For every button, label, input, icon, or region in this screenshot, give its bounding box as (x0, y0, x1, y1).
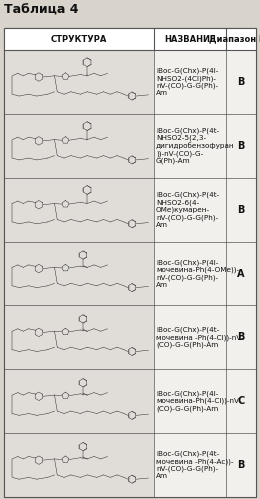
Text: Диапазон Ki*: Диапазон Ki* (209, 34, 260, 43)
Bar (4, 114, 256, 178)
Text: НАЗВАНИЕ: НАЗВАНИЕ (164, 34, 216, 43)
Text: СТРУКТУРА: СТРУКТУРА (51, 34, 107, 43)
Text: iBoc-G(Chx)-P(4t-
мочевина -Ph(4-Ac))-
nV-(CO)-G-G(Ph)-
Am: iBoc-G(Chx)-P(4t- мочевина -Ph(4-Ac))- n… (156, 451, 233, 480)
Text: C: C (237, 396, 244, 406)
Text: B: B (237, 141, 245, 151)
Bar (4, 369, 256, 433)
Bar (4, 28, 256, 50)
Bar (4, 369, 154, 433)
Text: iBoc-G(Chx)-P(4t-
мочевина -Ph(4-Cl))-nV-
(CO)-G-G(Ph)-Am: iBoc-G(Chx)-P(4t- мочевина -Ph(4-Cl))-nV… (156, 327, 243, 348)
Text: B: B (237, 77, 245, 87)
Bar (4, 242, 154, 305)
Text: B: B (237, 460, 245, 470)
Bar (4, 50, 154, 114)
Text: iBoc-G(Chx)-P(4t-
NHSO2-5(2,3-
дигидробензофуран
))-nV-(CO)-G-
G(Ph)-Am: iBoc-G(Chx)-P(4t- NHSO2-5(2,3- дигидробе… (156, 127, 235, 164)
Bar (4, 305, 154, 369)
Bar (4, 242, 256, 305)
Text: iBoc-G(Chx)-P(4l-
NHSO2-(4Cl)Ph)-
nV-(CO)-G-G(Ph)-
Am: iBoc-G(Chx)-P(4l- NHSO2-(4Cl)Ph)- nV-(CO… (156, 68, 218, 96)
Text: B: B (237, 332, 245, 342)
Text: B: B (237, 205, 245, 215)
Bar (4, 178, 256, 242)
Bar (4, 50, 256, 114)
Bar (4, 305, 256, 369)
Text: iBoc-G(Chx)-P(4t-
NHSO2-6(4-
OMe)кумарен-
nV-(CO)-G-G(Ph)-
Am: iBoc-G(Chx)-P(4t- NHSO2-6(4- OMe)кумарен… (156, 192, 219, 228)
Text: A: A (237, 268, 245, 278)
Text: Таблица 4: Таблица 4 (4, 4, 79, 17)
Bar (4, 114, 154, 178)
Bar (4, 433, 256, 497)
Bar (4, 178, 154, 242)
Text: iBoc-G(Chx)-P(4l-
мочевина-Ph(4-Cl))-nV-
(CO)-G-G(Ph)-Am: iBoc-G(Chx)-P(4l- мочевина-Ph(4-Cl))-nV-… (156, 390, 241, 412)
Bar (4, 433, 154, 497)
Text: iBoc-G(Chx)-P(4l-
мочевина-Ph(4-OMe))-
nV-(CO)-G-G(Ph)-
Am: iBoc-G(Chx)-P(4l- мочевина-Ph(4-OMe))- n… (156, 259, 239, 288)
